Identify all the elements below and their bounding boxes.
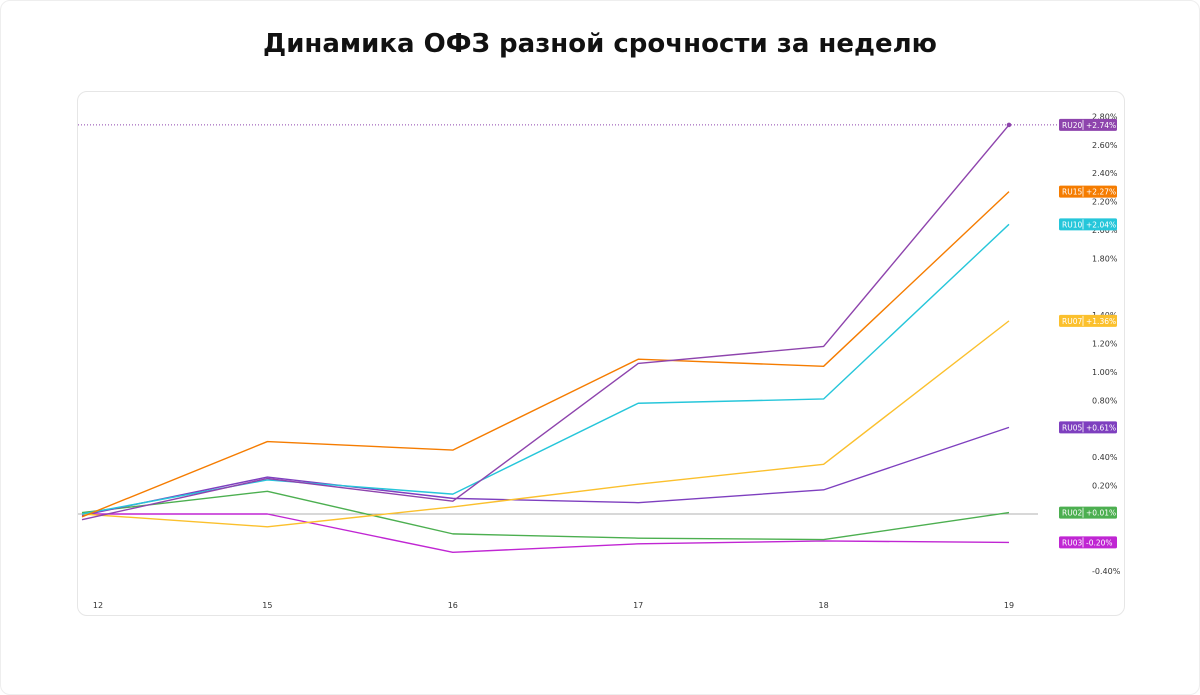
line-chart: -0.40%0.20%0.40%0.80%1.00%1.20%1.40%1.80… (78, 112, 1121, 610)
badge-ru10 (1059, 218, 1117, 231)
badge-ru20 (1059, 118, 1117, 131)
series-line-ru15 (81, 191, 1010, 518)
chart-title: Динамика ОФЗ разной срочности за неделю (263, 29, 937, 59)
y-tick-label: 2.40% (1092, 169, 1118, 178)
badge-value-ru15: +2.27% (1086, 188, 1116, 197)
badge-name-ru05: RU05 (1062, 423, 1082, 432)
badge-value-ru10: +2.04% (1086, 220, 1116, 229)
badge-value-ru07: +1.36% (1086, 317, 1116, 326)
x-tick-label: 12 (93, 601, 103, 610)
badge-value-ru20: +2.74% (1086, 121, 1116, 130)
badge-name-ru03: RU03 (1062, 538, 1082, 547)
badge-ru02 (1059, 506, 1117, 519)
chart-card: -0.40%0.20%0.40%0.80%1.00%1.20%1.40%1.80… (77, 91, 1125, 616)
y-tick-label: 1.00% (1092, 368, 1118, 377)
y-tick-label: 0.80% (1092, 396, 1118, 405)
badge-ru15 (1059, 185, 1117, 198)
y-tick-label: 0.20% (1092, 482, 1118, 491)
y-tick-label: 2.00% (1092, 226, 1118, 235)
badge-name-ru02: RU02 (1062, 509, 1082, 518)
y-tick-label: 0.40% (1092, 453, 1118, 462)
y-tick-label: 1.80% (1092, 254, 1118, 263)
y-tick-label: -0.40% (1092, 567, 1121, 576)
y-tick-label: 2.80% (1092, 112, 1118, 121)
x-tick-label: 19 (1004, 601, 1014, 610)
series-line-ru20 (81, 124, 1010, 521)
x-tick-label: 16 (448, 601, 458, 610)
y-tick-label: 1.20% (1092, 340, 1118, 349)
y-tick-label: 2.60% (1092, 141, 1118, 150)
series-line-ru02 (81, 490, 1010, 541)
series-line-ru10 (81, 223, 1010, 515)
x-tick-label: 18 (819, 601, 829, 610)
badge-ru05 (1059, 421, 1117, 434)
series-line-ru05 (81, 426, 1010, 517)
badge-name-ru07: RU07 (1062, 317, 1082, 326)
y-tick-label: 2.20% (1092, 198, 1118, 207)
badge-value-ru02: +0.01% (1086, 509, 1116, 518)
badge-value-ru05: +0.61% (1086, 423, 1116, 432)
x-tick-label: 15 (262, 601, 272, 610)
badge-name-ru15: RU15 (1062, 188, 1082, 197)
badge-ru07 (1059, 314, 1117, 327)
badge-ru03 (1059, 536, 1117, 549)
series-line-ru03 (82, 513, 1010, 554)
x-tick-label: 17 (633, 601, 643, 610)
series-endpoint-ru20 (1006, 122, 1012, 128)
series-line-ru07 (81, 320, 1010, 528)
badge-name-ru20: RU20 (1062, 121, 1082, 130)
badge-value-ru03: -0.20% (1086, 538, 1113, 547)
badge-name-ru10: RU10 (1062, 220, 1082, 229)
